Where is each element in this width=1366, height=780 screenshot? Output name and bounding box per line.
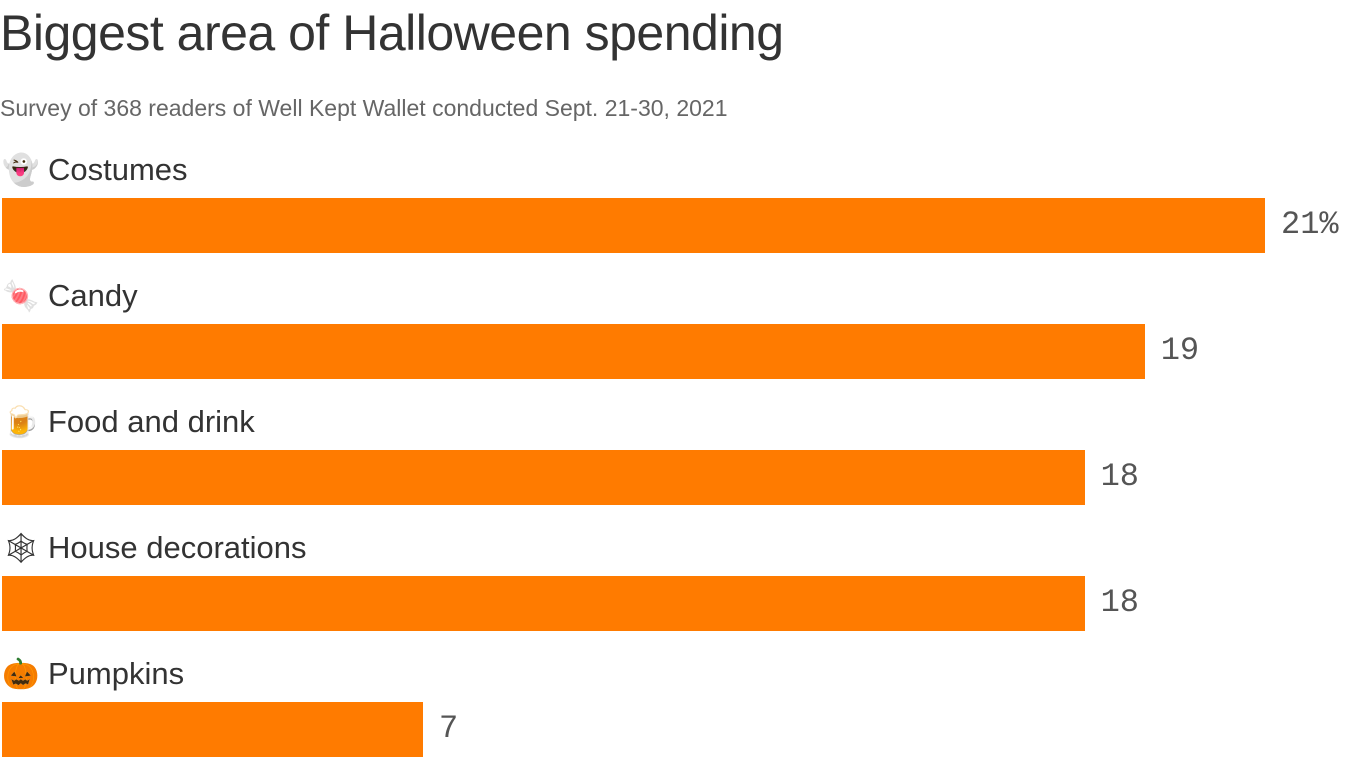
bar: [2, 450, 1085, 505]
value-label: 18: [1100, 584, 1139, 621]
chart-title: Biggest area of Halloween spending: [0, 5, 784, 61]
category-label: 👻 Costumes: [2, 150, 188, 190]
category-text: Candy: [48, 278, 138, 313]
jack-o-lantern-icon: 🎃: [2, 656, 40, 692]
bar-row: 👻 Costumes 21%: [0, 150, 1366, 276]
value-label: 21%: [1281, 206, 1339, 243]
category-label: 🍺 Food and drink: [2, 402, 255, 442]
bar: [2, 702, 423, 757]
value-label: 19: [1160, 332, 1200, 369]
value-label: 7: [439, 710, 459, 747]
bar-row: 🍺 Food and drink 18: [0, 402, 1366, 528]
category-label: 🎃 Pumpkins: [2, 654, 184, 694]
category-label: 🕸 House decorations: [2, 528, 307, 568]
bar-row: 🎃 Pumpkins 7: [0, 654, 1366, 780]
spider-web-icon: 🕸: [2, 530, 41, 566]
value-label: 18: [1100, 458, 1139, 495]
bar: [2, 576, 1085, 631]
category-text: Costumes: [48, 152, 188, 187]
chart-subtitle: Survey of 368 readers of Well Kept Walle…: [0, 95, 728, 121]
bar-row: 🍬 Candy 19: [0, 276, 1366, 402]
bar: [2, 198, 1265, 253]
candy-icon: 🍬: [2, 278, 40, 314]
bar-row: 🕸 House decorations 18: [0, 528, 1366, 654]
category-text: House decorations: [48, 530, 307, 565]
ghost-icon: 👻: [2, 152, 40, 188]
category-text: Pumpkins: [48, 656, 185, 691]
beer-mug-icon: 🍺: [2, 404, 40, 440]
category-text: Food and drink: [48, 404, 255, 439]
bar: [2, 324, 1145, 379]
category-label: 🍬 Candy: [2, 276, 138, 316]
